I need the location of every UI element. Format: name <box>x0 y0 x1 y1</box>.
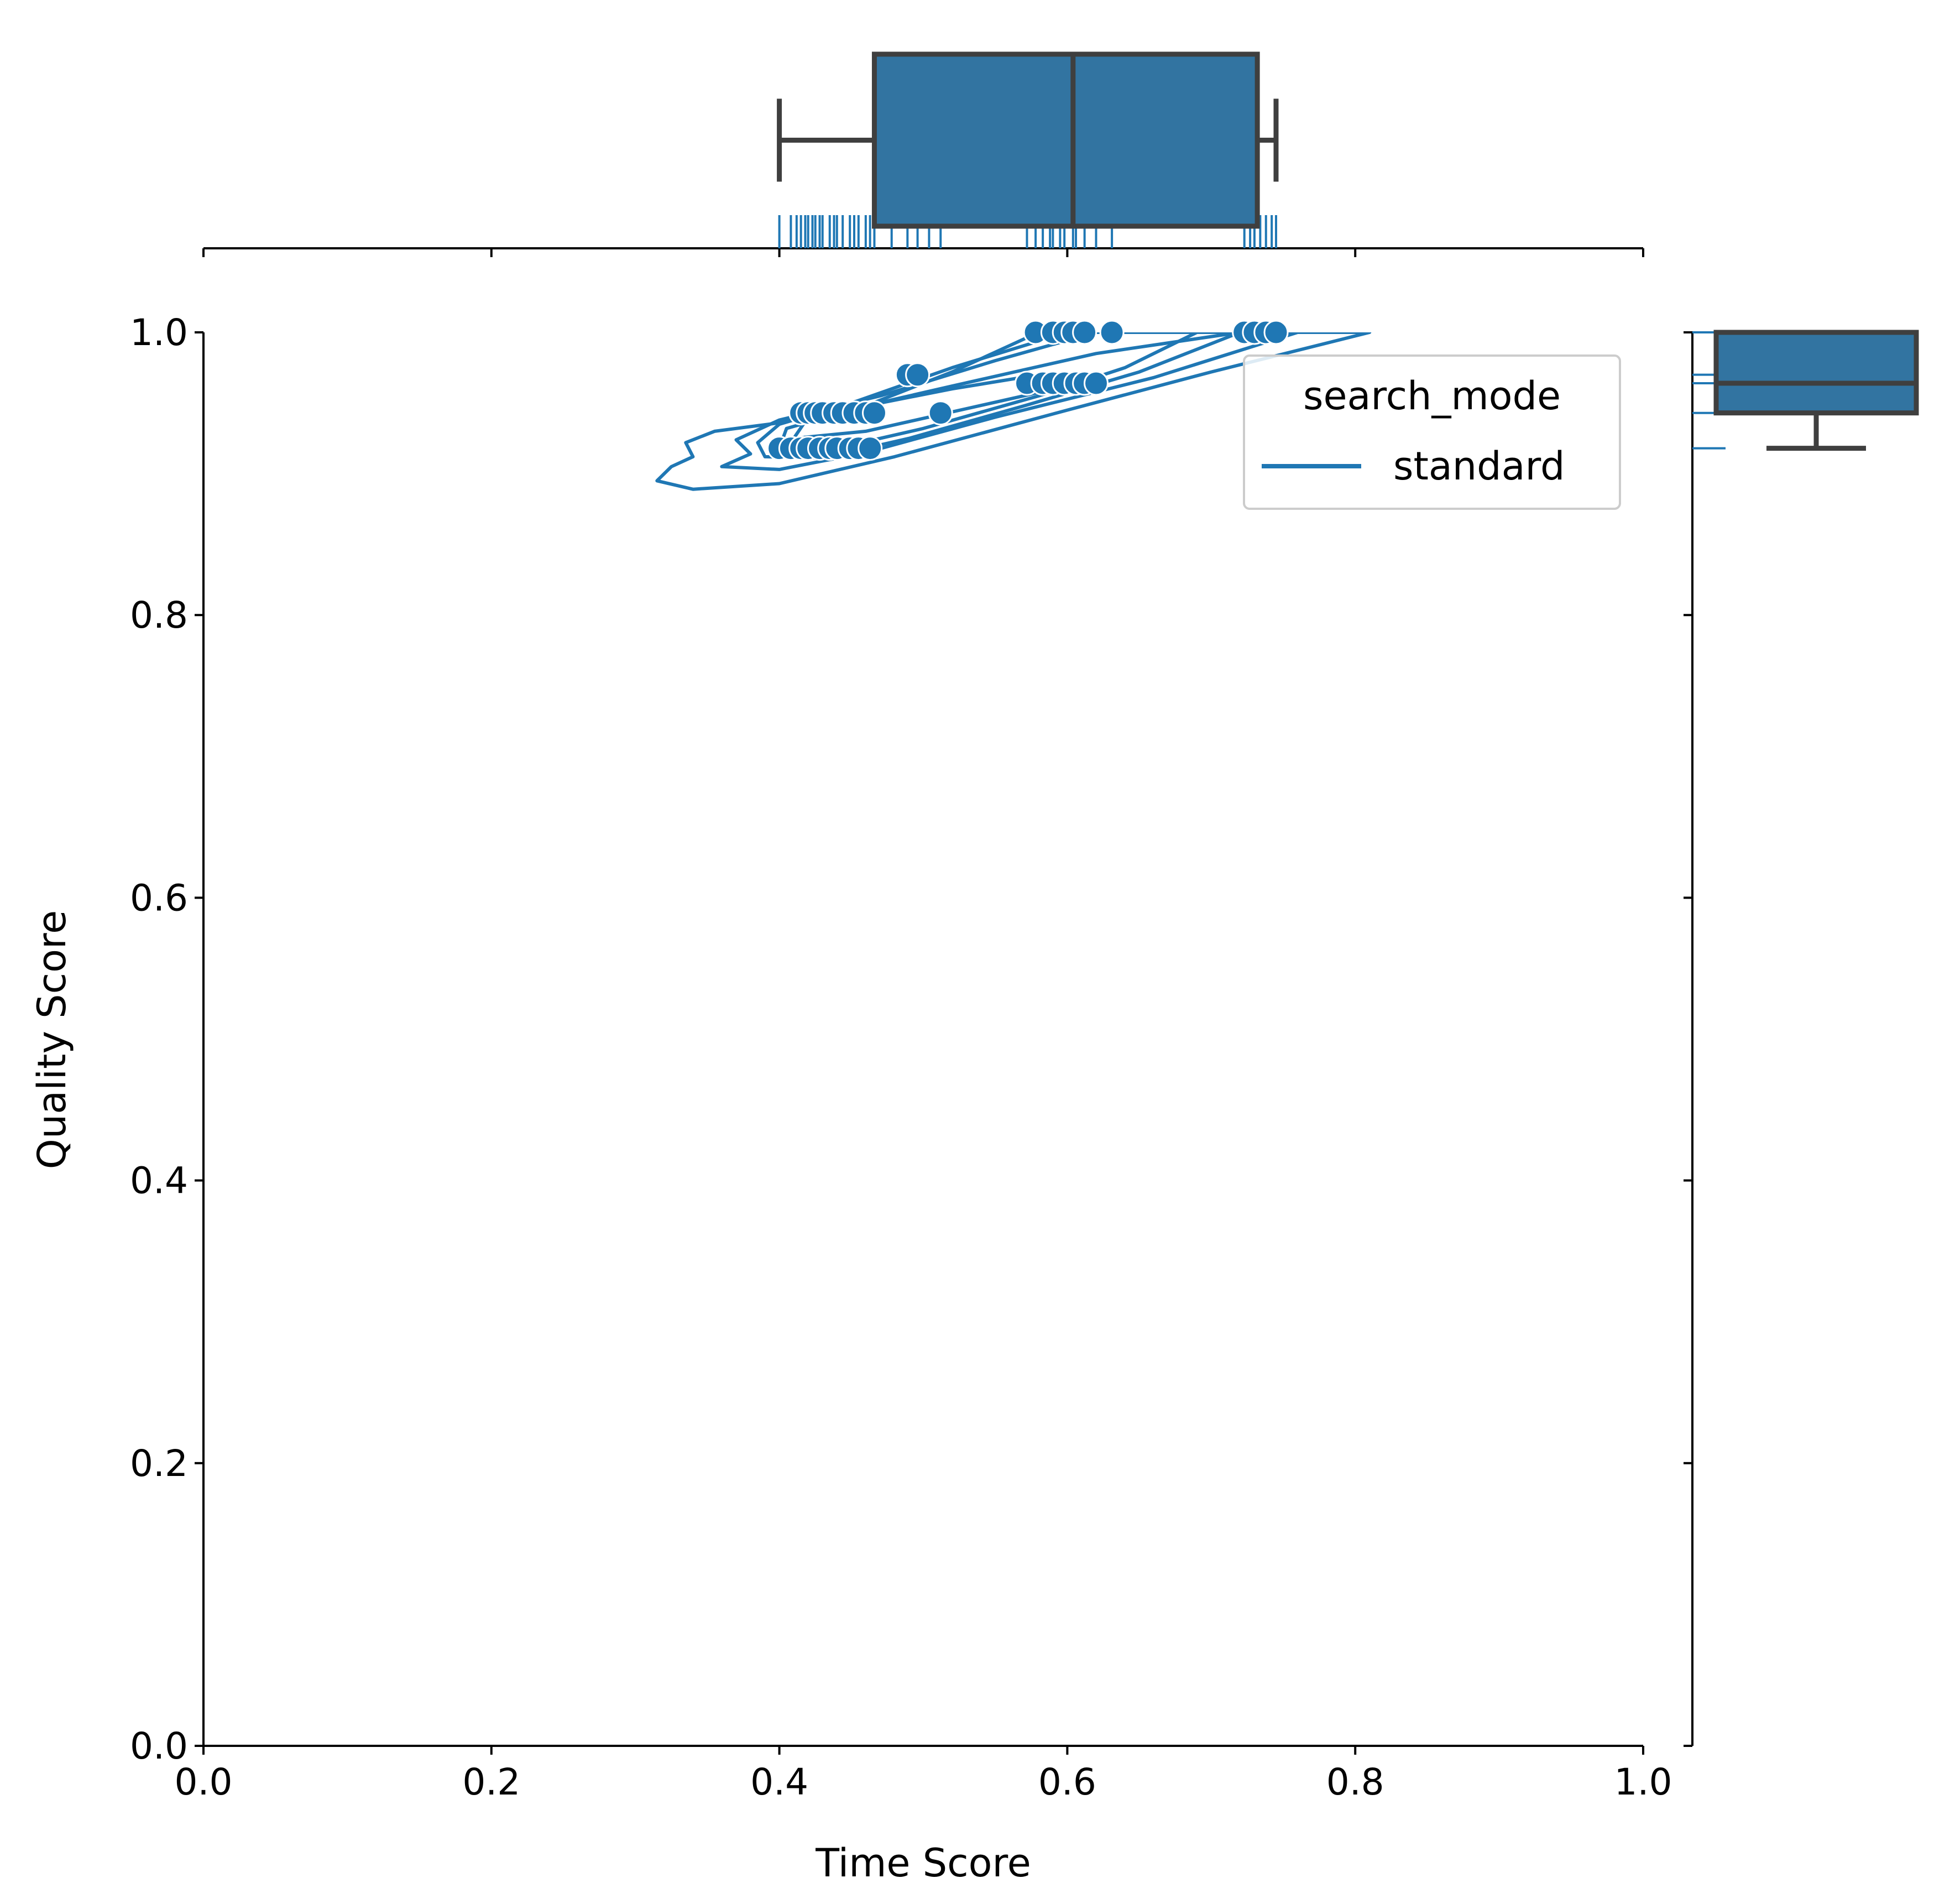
density-contour-0 <box>655 332 1372 491</box>
x-tick-label-2: 0.4 <box>750 1761 808 1803</box>
y-tick-label-0: 0.0 <box>130 1725 188 1767</box>
marginal-y-ticks <box>1684 331 1692 1747</box>
y-tick-label-2: 0.4 <box>130 1160 188 1202</box>
scatter-point-19 <box>928 400 953 426</box>
marginal-y-boxplot <box>1713 330 1919 451</box>
scatter-point-33 <box>1072 320 1097 345</box>
legend-label-standard: standard <box>1393 444 1565 489</box>
marginal-x-ticks <box>202 248 1644 257</box>
x-tick-label-4: 0.8 <box>1326 1761 1384 1803</box>
y-tick-label-1: 0.2 <box>130 1442 188 1485</box>
marginal-x-axes <box>202 51 1644 257</box>
y-axis-ticks: 0.0 0.2 0.4 0.6 0.8 1.0 <box>130 311 203 1767</box>
x-tick-label-3: 0.6 <box>1038 1761 1096 1803</box>
marginal-x-box <box>871 51 1260 229</box>
y-tick-label-5: 1.0 <box>130 311 188 354</box>
y-tick-label-3: 0.6 <box>130 877 188 919</box>
scatter-point-38 <box>1263 320 1289 345</box>
marginal-y-box <box>1713 330 1919 416</box>
legend-frame <box>1243 354 1621 510</box>
legend: search_mode standard <box>1243 354 1621 510</box>
legend-title: search_mode <box>1303 373 1561 419</box>
x-tick-label-0: 0.0 <box>175 1761 233 1803</box>
y-tick-label-4: 0.8 <box>130 594 188 637</box>
marginal-x-boxplot <box>777 51 1279 229</box>
scatter-point-9 <box>858 436 883 461</box>
joint-axes: 0.0 0.2 0.4 0.6 0.8 1.0 0.0 0.2 0.4 0.6 0.8 1.0 Ti… <box>29 311 1672 1886</box>
x-axis-title: Time Score <box>815 1840 1031 1886</box>
x-tick-label-1: 0.2 <box>462 1761 520 1803</box>
y-axis-title: Quality Score <box>29 910 75 1169</box>
scatter-point-21 <box>905 362 931 388</box>
x-axis-ticks: 0.0 0.2 0.4 0.6 0.8 1.0 <box>175 1746 1672 1803</box>
scatter-points <box>767 320 1289 461</box>
x-tick-label-5: 1.0 <box>1614 1761 1672 1803</box>
marginal-y-axes <box>1684 330 1919 1747</box>
scatter-point-34 <box>1099 320 1125 345</box>
scatter-point-28 <box>1084 371 1109 396</box>
scatter-point-18 <box>862 400 887 426</box>
density-contour-2 <box>756 332 1242 460</box>
